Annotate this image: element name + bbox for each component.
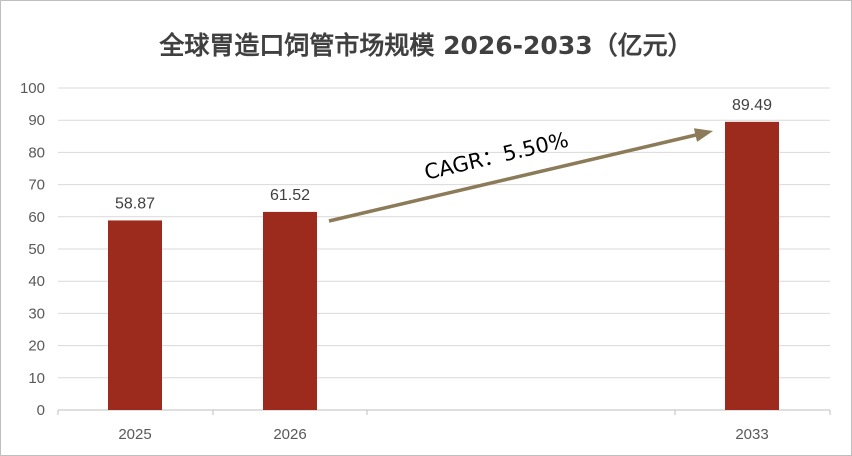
y-tick-label: 10 xyxy=(28,370,45,387)
x-tick-label: 2033 xyxy=(735,426,768,443)
y-axis-ticks: 0 10 20 30 40 50 60 70 80 90 100 xyxy=(20,80,45,419)
data-labels: 58.87 61.52 89.49 xyxy=(115,97,772,213)
y-tick-label: 0 xyxy=(37,402,45,419)
y-tick-label: 70 xyxy=(28,177,45,194)
cagr-label: CAGR：5.50% xyxy=(422,128,571,185)
x-tick-label: 2025 xyxy=(118,426,151,443)
bar-2025 xyxy=(108,220,162,410)
y-tick-label: 90 xyxy=(28,112,45,129)
gridlines xyxy=(57,87,831,415)
y-tick-label: 30 xyxy=(28,305,45,322)
y-tick-label: 60 xyxy=(28,209,45,226)
data-label-2033: 89.49 xyxy=(732,97,772,114)
cagr-arrow-line xyxy=(328,132,699,223)
y-tick-label: 20 xyxy=(28,338,45,355)
data-label-2026: 61.52 xyxy=(270,187,310,204)
bar-2026 xyxy=(263,211,317,410)
y-tick-label: 100 xyxy=(20,80,45,97)
y-tick-label: 40 xyxy=(28,273,45,290)
y-tick-label: 50 xyxy=(28,241,45,258)
bar-2033 xyxy=(725,121,779,411)
x-tick-label: 2026 xyxy=(273,426,306,443)
y-tick-label: 80 xyxy=(28,144,45,161)
chart-title: 全球胃造口饲管市场规模 2026-2033（亿元） xyxy=(159,31,693,60)
cagr-annotation: CAGR：5.50% xyxy=(328,128,713,223)
x-axis-ticks: 2025 2026 2033 xyxy=(118,426,768,443)
bars xyxy=(108,121,779,411)
cagr-arrow-head xyxy=(693,128,713,142)
data-label-2025: 58.87 xyxy=(115,195,155,212)
